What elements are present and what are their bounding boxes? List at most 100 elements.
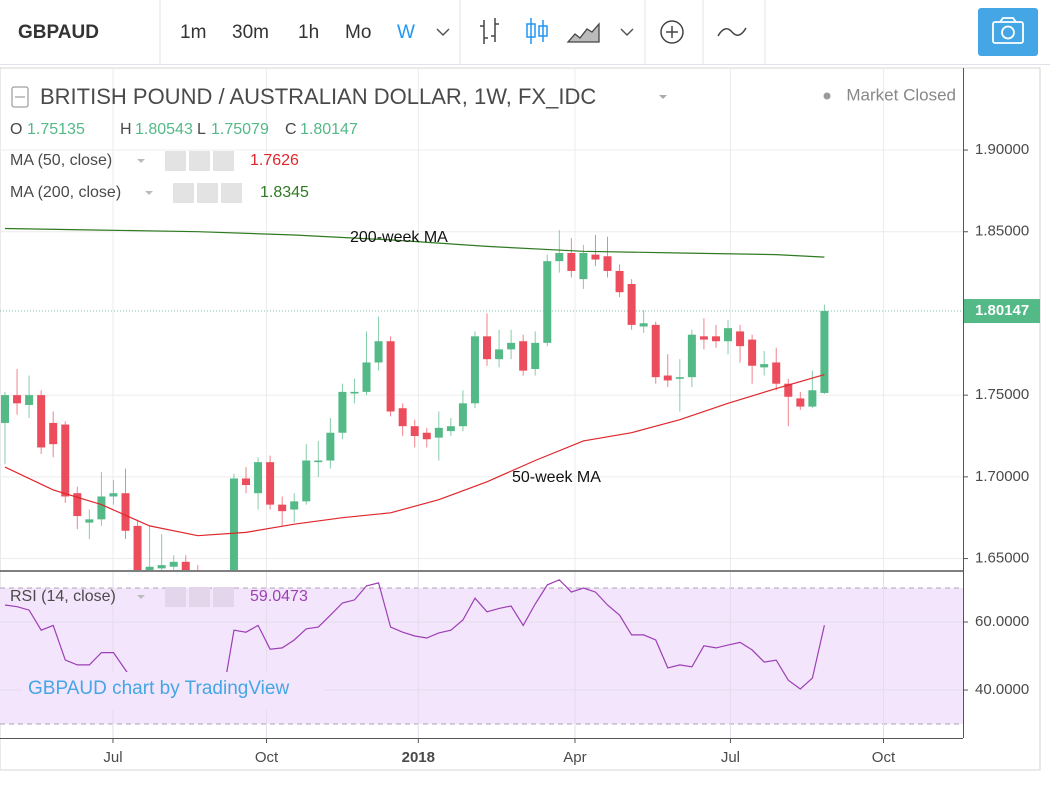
title-menu[interactable] (659, 95, 667, 99)
y-tick-label: 1.70000 (975, 468, 1029, 485)
candle-body (772, 362, 781, 384)
indicator-button[interactable] (213, 587, 234, 607)
candle-body (591, 254, 600, 260)
bars-icon[interactable] (480, 18, 499, 44)
indicators-icon[interactable] (660, 20, 684, 44)
indicator-button[interactable] (165, 587, 186, 607)
x-tick-label: Apr (563, 749, 586, 766)
x-tick-label: Oct (872, 749, 896, 766)
toolbar-separators (159, 0, 766, 64)
indicator-menu[interactable] (137, 159, 145, 163)
snapshot-button[interactable] (978, 8, 1038, 56)
main-grid (0, 68, 963, 570)
candle-body (507, 342, 516, 350)
candle-body (724, 328, 733, 342)
ohlc-value: 1.80147 (300, 121, 358, 138)
candle-body (483, 336, 492, 360)
indicator-menu[interactable] (145, 191, 153, 195)
candle-body (386, 341, 395, 412)
watermark-background (22, 672, 325, 710)
candle-body (326, 432, 335, 461)
candle-body (434, 427, 443, 438)
candle-body (37, 395, 46, 448)
compare-icon[interactable] (717, 27, 747, 37)
indicator-button[interactable] (189, 587, 210, 607)
candle-body (495, 349, 504, 360)
candle-body (97, 496, 106, 520)
candle-body (796, 398, 805, 407)
interval-button[interactable]: 1h (298, 22, 319, 43)
candle-body (73, 493, 82, 517)
candle-body (85, 519, 94, 523)
candle-body (242, 478, 251, 486)
ohlc-value: 1.75135 (27, 121, 85, 138)
chart-title: BRITISH POUND / AUSTRALIAN DOLLAR, 1W, F… (40, 84, 596, 109)
indicator-button[interactable] (165, 151, 186, 171)
candle-body (446, 426, 455, 432)
candle-body (314, 460, 323, 463)
y-tick-label: 1.75000 (975, 386, 1029, 403)
candle-body (808, 390, 817, 407)
indicator-button[interactable] (189, 151, 210, 171)
symbol[interactable]: GBPAUD (18, 22, 99, 43)
candle-body (1, 395, 10, 423)
candle-body (531, 342, 540, 370)
interval-menu[interactable] (436, 28, 450, 37)
candle-body (362, 362, 371, 392)
style-menu[interactable] (620, 28, 634, 37)
candle-body (736, 331, 745, 347)
indicator-value: 1.8345 (260, 184, 309, 201)
candle-body (398, 408, 407, 427)
ohlc-label: H (120, 121, 132, 138)
ohlc-label: L (197, 121, 206, 138)
candle-body (543, 261, 552, 343)
overlay: BRITISH POUND / AUSTRALIAN DOLLAR, 1W, F… (10, 84, 1040, 710)
x-tick-label: Jul (103, 749, 122, 766)
candle-body (49, 422, 58, 445)
indicator-button[interactable] (221, 183, 242, 203)
candle-body (555, 252, 564, 262)
candle-body (181, 561, 190, 570)
y-tick-label: 1.90000 (975, 141, 1029, 158)
candle-body (458, 403, 467, 427)
annotation: 50-week MA (512, 469, 601, 486)
collapse-icon[interactable] (11, 86, 29, 108)
chart-frame (0, 67, 1041, 771)
x-tick-label: Oct (255, 749, 279, 766)
indicator-value: 59.0473 (250, 588, 308, 605)
ohlc-label: C (285, 121, 297, 138)
indicator-button[interactable] (213, 151, 234, 171)
candle-body (338, 391, 347, 433)
y-tick-label: 40.0000 (975, 681, 1029, 698)
moving-average-line (4, 374, 825, 537)
ohlc-value: 1.75079 (211, 121, 269, 138)
candle-body (615, 270, 624, 293)
candle-body (61, 424, 70, 497)
candle-body (639, 323, 648, 327)
rsi-background (0, 572, 963, 738)
candles-icon[interactable] (526, 18, 548, 44)
market-status: Market Closed (846, 85, 956, 104)
area-icon[interactable] (566, 22, 600, 43)
interval-button[interactable]: 1m (180, 22, 206, 43)
price-tag-label: 1.80147 (975, 302, 1029, 319)
indicator-button[interactable] (197, 183, 218, 203)
interval-button[interactable]: W (397, 22, 415, 43)
moving-average-line (4, 227, 825, 258)
indicator-name: MA (200, close) (10, 184, 121, 201)
candle-body (157, 565, 166, 569)
indicator-name: RSI (14, close) (10, 588, 116, 605)
candle-body (579, 252, 588, 280)
candle-body (374, 341, 383, 363)
candle-body (627, 284, 636, 325)
candle-body (470, 336, 479, 404)
indicator-name: MA (50, close) (10, 152, 112, 169)
indicator-menu[interactable] (137, 595, 145, 599)
interval-button[interactable]: Mo (345, 22, 371, 43)
interval-button[interactable]: 30m (232, 22, 269, 43)
y-tick-label: 60.0000 (975, 613, 1029, 630)
candle-body (820, 311, 829, 393)
x-tick-label: 2018 (402, 749, 435, 766)
candle-body (663, 375, 672, 381)
indicator-button[interactable] (173, 183, 194, 203)
